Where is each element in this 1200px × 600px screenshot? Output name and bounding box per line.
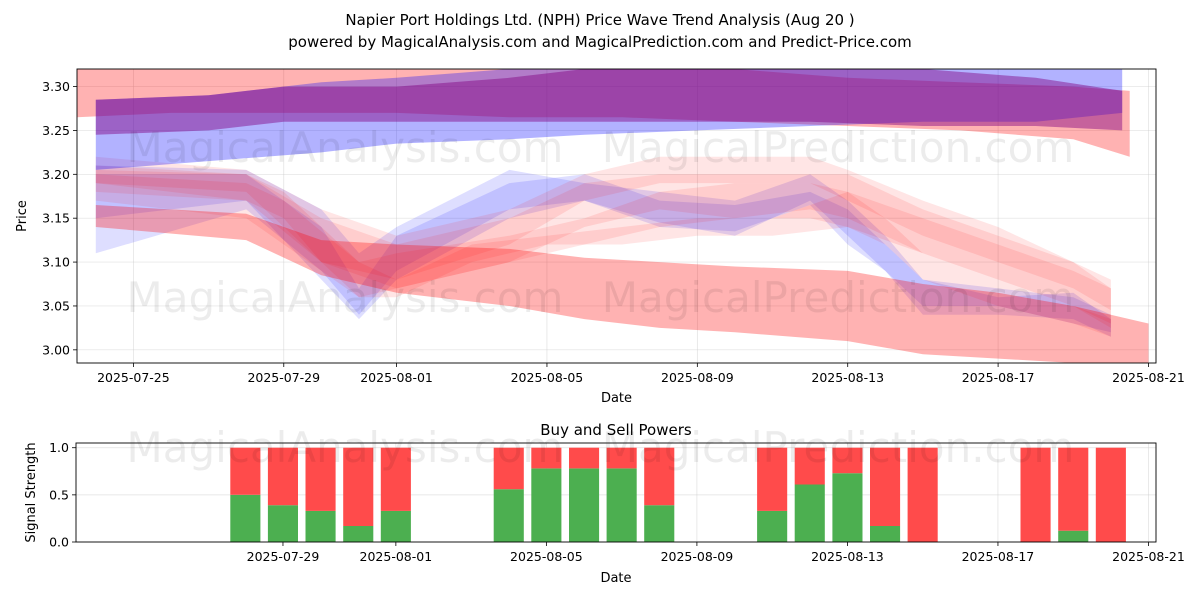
price-wave-chart: 2025-07-25 2025-07-29 2025-08-01 2025-08-05… bbox=[15, 68, 1185, 406]
sell-bar bbox=[531, 447, 562, 469]
red-wave-low-band bbox=[95, 174, 1111, 337]
watermark-text: MagicalAnalysis.com bbox=[127, 423, 564, 472]
sell-bar bbox=[305, 447, 336, 511]
chart-title: Napier Port Holdings Ltd. (NPH) Price Wa… bbox=[345, 11, 854, 29]
price-x-tick-label: 2025-08-17 bbox=[962, 370, 1035, 385]
sell-bar bbox=[794, 447, 825, 485]
blue-trend-top-band bbox=[95, 69, 1123, 170]
price-y-tick-label: 3.15 bbox=[42, 211, 70, 226]
buy-bar bbox=[267, 505, 298, 542]
sell-bar bbox=[493, 447, 524, 490]
buy-bar bbox=[230, 494, 261, 542]
buy-bar bbox=[644, 505, 675, 542]
price-y-tick-label: 3.30 bbox=[42, 79, 70, 94]
red-trend-top-band bbox=[77, 69, 1130, 157]
price-y-tick-label: 3.25 bbox=[42, 123, 70, 138]
price-bands bbox=[77, 69, 1149, 363]
sell-bar bbox=[644, 447, 675, 506]
price-y-tick-label: 3.20 bbox=[42, 167, 70, 182]
signal-x-tick-label: 2025-08-05 bbox=[510, 549, 583, 564]
buy-bar bbox=[757, 510, 788, 542]
signal-x-axis-label: Date bbox=[600, 571, 631, 586]
buy-bar bbox=[794, 484, 825, 542]
buy-bar bbox=[1058, 530, 1089, 542]
signal-x-tick-label: 2025-08-01 bbox=[360, 549, 433, 564]
buy-sell-title: Buy and Sell Powers bbox=[540, 421, 692, 439]
buy-bar bbox=[305, 510, 336, 542]
price-x-tick-label: 2025-08-09 bbox=[661, 370, 734, 385]
signal-x-tick-label: 2025-08-17 bbox=[962, 549, 1035, 564]
blue-wave-2-band bbox=[95, 174, 1111, 337]
red-wave-upper-band bbox=[95, 156, 1111, 311]
price-plot-frame bbox=[76, 68, 1157, 364]
signal-y-axis-label: Signal Strength bbox=[24, 442, 39, 542]
price-x-tick-label: 2025-08-21 bbox=[1112, 370, 1185, 385]
signal-y-tick-label: 0.0 bbox=[49, 535, 69, 550]
buy-bar bbox=[606, 468, 637, 542]
price-y-tick-label: 3.05 bbox=[42, 298, 70, 313]
sell-bar bbox=[757, 447, 788, 511]
signal-y-tick-label: 1.0 bbox=[49, 440, 69, 455]
buy-bar bbox=[832, 473, 863, 542]
watermark-text: MagicalPrediction.com bbox=[602, 273, 1075, 322]
buy-bar bbox=[343, 526, 374, 542]
sell-bar bbox=[230, 447, 261, 495]
price-y-tick-label: 3.10 bbox=[42, 255, 70, 270]
signal-x-tick-label: 2025-08-13 bbox=[811, 549, 884, 564]
price-y-tick-label: 3.00 bbox=[42, 342, 70, 357]
chart-subtitle: powered by MagicalAnalysis.com and Magic… bbox=[288, 33, 912, 51]
signal-x-tick-label: 2025-08-09 bbox=[661, 549, 734, 564]
sell-bar bbox=[870, 447, 901, 526]
sell-bar bbox=[606, 447, 637, 469]
purple-trend-band bbox=[95, 69, 1123, 135]
sell-bar bbox=[380, 447, 411, 511]
signal-x-tick-label: 2025-08-21 bbox=[1112, 549, 1185, 564]
signal-plot-frame bbox=[75, 442, 1157, 543]
signal-y-tick-label: 0.5 bbox=[49, 487, 69, 502]
watermark-text: MagicalPrediction.com bbox=[602, 123, 1075, 172]
buy-bar bbox=[531, 468, 562, 542]
price-x-tick-label: 2025-08-01 bbox=[360, 370, 433, 385]
sell-bar bbox=[1058, 447, 1089, 531]
buy-bar bbox=[569, 468, 600, 542]
price-y-axis-label: Price bbox=[15, 200, 30, 232]
price-x-tick-label: 2025-08-13 bbox=[811, 370, 884, 385]
buy-bar bbox=[380, 510, 411, 542]
blue-wave-1-band bbox=[95, 165, 1111, 333]
signal-bars bbox=[230, 447, 1126, 542]
sell-bar bbox=[907, 447, 938, 542]
sell-bar bbox=[832, 447, 863, 474]
sell-bar bbox=[1095, 447, 1126, 542]
watermark-text: MagicalPrediction.com bbox=[602, 423, 1075, 472]
red-wave-mid-band bbox=[95, 169, 1111, 328]
buy-bar bbox=[493, 489, 524, 542]
buy-bar bbox=[870, 526, 901, 542]
price-x-tick-label: 2025-08-05 bbox=[511, 370, 584, 385]
red-wave-down-band bbox=[95, 165, 1111, 324]
sell-bar bbox=[1020, 447, 1051, 542]
buy-sell-chart: Buy and Sell Powers 2025-07-29 2025-08-01 2… bbox=[24, 421, 1185, 586]
signal-x-tick-label: 2025-07-29 bbox=[247, 549, 320, 564]
red-trend-long-band bbox=[95, 205, 1149, 363]
price-x-axis-label: Date bbox=[601, 391, 632, 406]
price-x-tick-label: 2025-07-25 bbox=[97, 370, 170, 385]
watermark-text: MagicalAnalysis.com bbox=[127, 123, 564, 172]
sell-bar bbox=[267, 447, 298, 506]
sell-bar bbox=[569, 447, 600, 469]
watermark-text: MagicalAnalysis.com bbox=[127, 273, 564, 322]
sell-bar bbox=[343, 447, 374, 526]
price-x-tick-label: 2025-07-29 bbox=[247, 370, 320, 385]
